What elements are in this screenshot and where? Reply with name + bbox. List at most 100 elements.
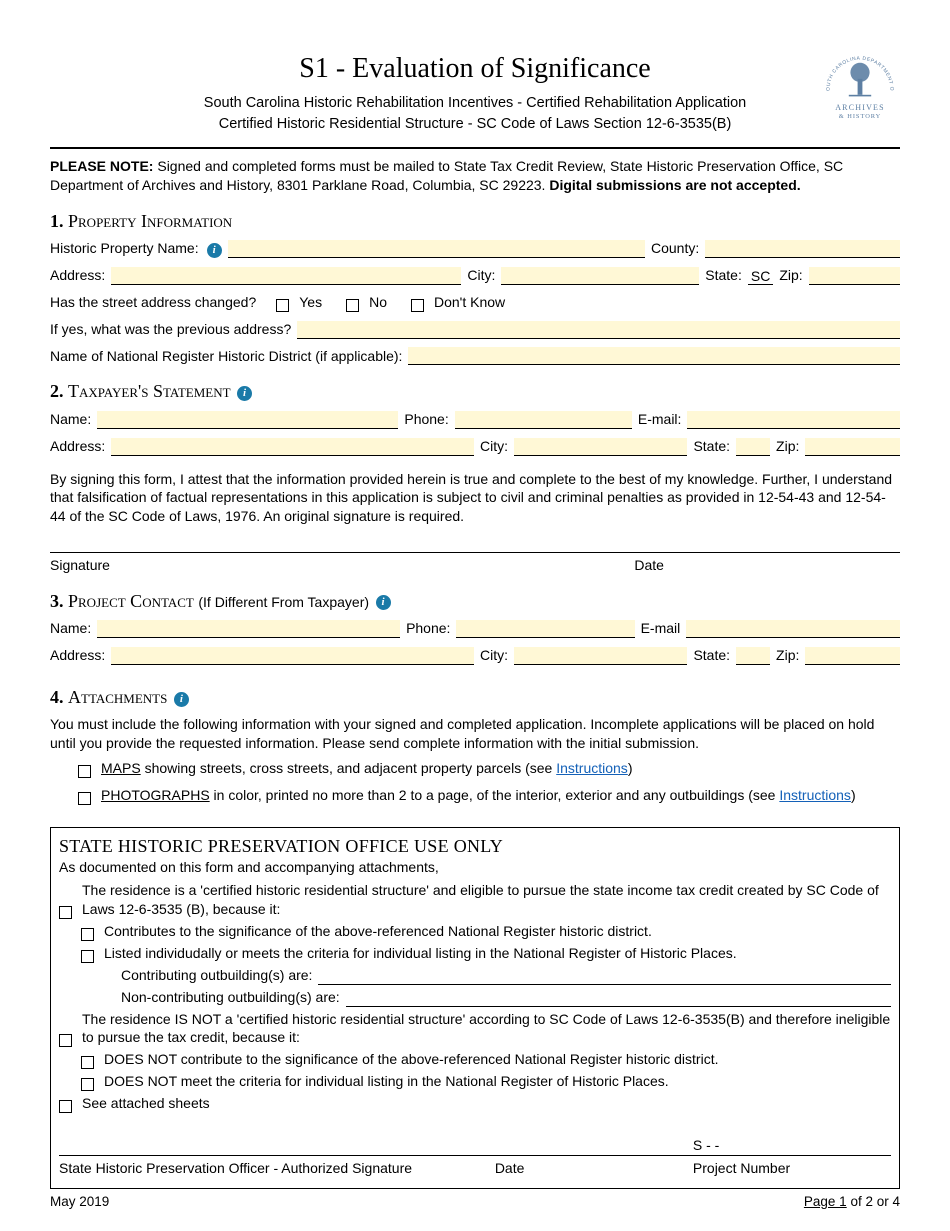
checkbox-see-attached[interactable] [59, 1100, 72, 1113]
project-number-value: S - - [693, 1133, 891, 1155]
input-tp-name[interactable] [97, 411, 398, 429]
label-dont-know: Don't Know [434, 293, 505, 312]
label-date: Date [634, 553, 900, 575]
checkbox-listed[interactable] [81, 950, 94, 963]
state-seal: SOUTH CAROLINA DEPARTMENT OF ARCHIVES & … [820, 50, 900, 130]
note-tail: Digital submissions are not accepted. [549, 177, 800, 193]
input-noncontributing-out[interactable] [346, 989, 891, 1007]
text-eligible: The residence is a 'certified historic r… [82, 881, 891, 919]
label-tp-email: E-mail: [638, 410, 682, 429]
input-tp-email[interactable] [687, 411, 900, 429]
link-instructions[interactable]: Instructions [779, 787, 851, 803]
label-pc-phone: Phone: [406, 619, 450, 638]
label-shpo-sig: State Historic Preservation Officer - Au… [59, 1156, 495, 1178]
form-title: S1 - Evaluation of Significance [50, 50, 900, 88]
label-pc-city: City: [480, 646, 508, 665]
input-pc-state[interactable] [736, 647, 770, 665]
shpo-use-only-box: STATE HISTORIC PRESERVATION OFFICE USE O… [50, 827, 900, 1189]
input-contributing-out[interactable] [318, 967, 891, 985]
label-pc-zip: Zip: [776, 646, 799, 665]
label-prev-address: If yes, what was the previous address? [50, 320, 291, 339]
label-tp-city: City: [480, 437, 508, 456]
checkbox-ineligible[interactable] [59, 1034, 72, 1047]
label-signature: Signature [50, 553, 634, 575]
text-dnc: DOES NOT contribute to the significance … [104, 1050, 718, 1069]
input-pc-zip[interactable] [805, 647, 900, 665]
checkbox-no[interactable] [346, 299, 359, 312]
section-1-title: 1. Property Information [50, 209, 900, 233]
label-city: City: [467, 266, 495, 285]
input-pc-address[interactable] [111, 647, 474, 665]
attachments-intro: You must include the following informati… [50, 715, 900, 753]
label-address: Address: [50, 266, 105, 285]
input-tp-state[interactable] [736, 438, 770, 456]
label-county: County: [651, 239, 699, 258]
section-2-title: 2. Taxpayer's Statement i [50, 379, 900, 403]
label-noncontributing-out: Non-contributing outbuilding(s) are: [121, 988, 340, 1007]
link-instructions[interactable]: Instructions [556, 760, 628, 776]
input-tp-address[interactable] [111, 438, 474, 456]
input-tp-phone[interactable] [455, 411, 632, 429]
label-tp-state: State: [693, 437, 730, 456]
info-icon[interactable]: i [207, 243, 222, 258]
label-pc-name: Name: [50, 619, 91, 638]
label-hpn: Historic Property Name: [50, 239, 199, 258]
input-pc-city[interactable] [514, 647, 687, 665]
attachment-maps: MAPS showing streets, cross streets, and… [101, 759, 632, 778]
section-3-title: 3. Project Contact (If Different From Ta… [50, 589, 900, 613]
form-subtitle-1: South Carolina Historic Rehabilitation I… [50, 94, 900, 114]
label-changed: Has the street address changed? [50, 293, 256, 312]
label-pc-address: Address: [50, 646, 105, 665]
label-tp-name: Name: [50, 410, 91, 429]
label-no: No [369, 293, 387, 312]
checkbox-dont-know[interactable] [411, 299, 424, 312]
input-county[interactable] [705, 240, 900, 258]
input-historic-property-name[interactable] [228, 240, 645, 258]
label-contributing-out: Contributing outbuilding(s) are: [121, 966, 312, 985]
text-ineligible: The residence IS NOT a 'certified histor… [82, 1010, 891, 1048]
input-address[interactable] [111, 267, 461, 285]
text-dnm: DOES NOT meet the criteria for individua… [104, 1072, 669, 1091]
input-pc-phone[interactable] [456, 620, 634, 638]
shpo-title: STATE HISTORIC PRESERVATION OFFICE USE O… [59, 834, 891, 858]
input-tp-city[interactable] [514, 438, 687, 456]
info-icon[interactable]: i [237, 386, 252, 401]
label-pc-state: State: [693, 646, 730, 665]
input-pc-email[interactable] [686, 620, 900, 638]
label-nrhd: Name of National Register Historic Distr… [50, 347, 402, 366]
attachment-photos: PHOTOGRAPHS in color, printed no more th… [101, 786, 856, 805]
label-shpo-date: Date [495, 1156, 693, 1178]
footer-date: May 2019 [50, 1193, 109, 1211]
svg-text:ARCHIVES: ARCHIVES [835, 103, 885, 112]
label-tp-zip: Zip: [776, 437, 799, 456]
checkbox-eligible[interactable] [59, 906, 72, 919]
checkbox-maps[interactable] [78, 765, 91, 778]
checkbox-yes[interactable] [276, 299, 289, 312]
input-tp-zip[interactable] [805, 438, 900, 456]
svg-text:& HISTORY: & HISTORY [839, 113, 881, 120]
label-tp-phone: Phone: [404, 410, 448, 429]
label-state: State: [705, 266, 742, 285]
label-zip: Zip: [779, 266, 802, 285]
text-contributes: Contributes to the significance of the a… [104, 922, 652, 941]
please-note: PLEASE NOTE: Signed and completed forms … [50, 157, 900, 195]
input-nrhd[interactable] [408, 347, 900, 365]
checkbox-photos[interactable] [78, 792, 91, 805]
section-4-title: 4. Attachments i [50, 685, 900, 709]
checkbox-does-not-contribute[interactable] [81, 1056, 94, 1069]
shpo-asdoc: As documented on this form and accompany… [59, 858, 891, 877]
info-icon[interactable]: i [376, 595, 391, 610]
attestation-text: By signing this form, I attest that the … [50, 470, 900, 527]
text-see-attached: See attached sheets [82, 1094, 210, 1113]
checkbox-contributes[interactable] [81, 928, 94, 941]
input-prev-address[interactable] [297, 321, 900, 339]
form-header: SOUTH CAROLINA DEPARTMENT OF ARCHIVES & … [50, 50, 900, 149]
info-icon[interactable]: i [174, 692, 189, 707]
checkbox-does-not-meet[interactable] [81, 1078, 94, 1091]
input-state[interactable]: SC [748, 267, 773, 285]
page-footer: May 2019 Page 1 of 2 or 4 [50, 1193, 900, 1211]
input-pc-name[interactable] [97, 620, 400, 638]
input-zip[interactable] [809, 267, 900, 285]
form-subtitle-2: Certified Historic Residential Structure… [50, 115, 900, 135]
input-city[interactable] [501, 267, 699, 285]
